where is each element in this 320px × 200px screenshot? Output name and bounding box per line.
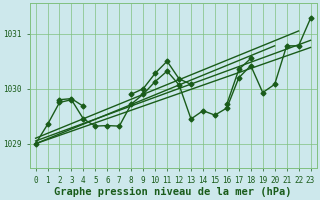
X-axis label: Graphe pression niveau de la mer (hPa): Graphe pression niveau de la mer (hPa) — [54, 186, 292, 197]
